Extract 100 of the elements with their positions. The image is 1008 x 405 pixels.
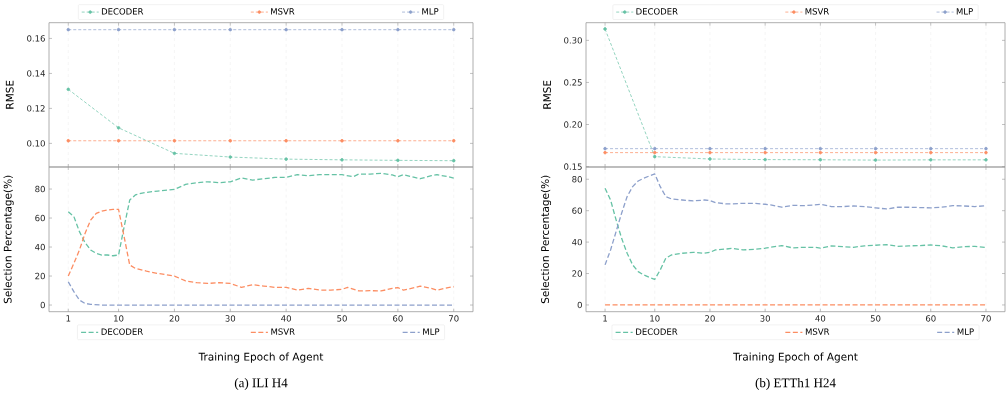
x-tick-label: 10 [114, 315, 124, 322]
point [763, 146, 767, 151]
y-tick-label: 80 [572, 176, 582, 183]
x-tick-label: 60 [925, 315, 936, 322]
line-series [67, 208, 455, 292]
y-axis-title: Selection Percentage(%) [540, 175, 552, 304]
x-tick-label: 40 [281, 315, 291, 322]
point [873, 158, 878, 162]
y-tick-label: 0 [40, 301, 45, 309]
y-tick-label: 0.12 [27, 105, 45, 112]
point [228, 139, 233, 143]
point [929, 150, 933, 155]
point [652, 150, 657, 155]
point [763, 157, 767, 162]
point [172, 139, 177, 143]
point [763, 150, 767, 155]
legend-label: MLP [423, 328, 440, 335]
point [603, 27, 607, 31]
y-tick-label: 0.14 [27, 70, 45, 77]
point [818, 158, 823, 162]
point [172, 151, 177, 156]
point [818, 150, 823, 155]
point [984, 158, 988, 162]
point [603, 146, 607, 151]
point [66, 139, 71, 143]
point [984, 146, 988, 151]
point [228, 27, 233, 32]
legend-label: DECODER [636, 328, 678, 335]
point [451, 27, 456, 32]
point [340, 158, 344, 162]
y-tick-label: 0.15 [564, 163, 582, 170]
x-tick-label: 60 [393, 315, 403, 322]
legend-label: DECODER [636, 8, 678, 15]
y-axis-title: RMSE [543, 80, 552, 109]
legend-label: MSVR [271, 8, 295, 15]
point [284, 157, 288, 161]
point [708, 157, 712, 161]
x-tick-label: 50 [870, 315, 881, 322]
point [340, 27, 344, 32]
y-tick-label: 0 [577, 301, 582, 309]
point [116, 139, 121, 143]
legend-label: DECODER [101, 8, 144, 15]
point [603, 150, 607, 155]
legend-label: MLP [956, 8, 973, 15]
legend-label: MLP [422, 8, 439, 15]
point [66, 27, 71, 32]
y-tick-label: 0.25 [564, 79, 582, 86]
point [818, 146, 823, 151]
point [451, 139, 456, 143]
point [396, 158, 400, 163]
point [451, 158, 456, 163]
line-series [604, 187, 987, 280]
y-tick-label: 40 [572, 238, 582, 246]
y-tick-label: 40 [35, 243, 45, 251]
point [652, 146, 657, 151]
point [228, 155, 233, 159]
point [116, 27, 121, 32]
point [284, 27, 288, 32]
x-tick-label: 20 [705, 315, 715, 322]
x-tick-label: 40 [815, 315, 826, 322]
x-tick-label: 50 [337, 315, 347, 322]
y-tick-label: 60 [572, 207, 582, 214]
y-axis-title: Selection Percentage(%) [3, 175, 14, 304]
y-tick-label: 0.30 [564, 37, 582, 44]
y-tick-label: 0.16 [27, 35, 45, 42]
x-tick-label: 1 [603, 315, 607, 322]
x-tick-label: 30 [225, 315, 236, 322]
point [396, 27, 400, 32]
x-tick-label: 70 [981, 315, 991, 322]
point [116, 126, 121, 130]
x-tick-label: 30 [760, 315, 770, 322]
legend-label: MSVR [271, 328, 295, 335]
y-tick-label: 0.10 [27, 140, 45, 147]
point [929, 158, 933, 162]
y-axis-title: RMSE [5, 80, 14, 109]
y-tick-label: 60 [35, 214, 45, 222]
point [340, 139, 344, 143]
text: (b) ETTh1 H24 [755, 378, 836, 390]
x-tick-label: 20 [169, 315, 180, 322]
point [652, 154, 657, 159]
x-tick-label: 70 [449, 315, 459, 322]
text: (a) ILI H4 [234, 378, 288, 390]
x-axis-title: Training Epoch of Agent [733, 352, 858, 363]
x-tick-label: 1 [66, 315, 71, 322]
y-tick-label: 20 [572, 270, 582, 277]
point [873, 146, 878, 151]
point [708, 146, 712, 151]
legend-label: MSVR [805, 8, 829, 15]
point [284, 139, 288, 143]
point [172, 27, 177, 32]
y-tick-label: 20 [35, 272, 45, 280]
x-axis-title: Training Epoch of Agent [198, 352, 324, 363]
x-tick-label: 10 [650, 315, 660, 322]
y-tick-label: 80 [35, 185, 45, 193]
point [66, 87, 71, 92]
point [396, 139, 400, 143]
legend-label: DECODER [101, 328, 143, 335]
point [929, 146, 933, 151]
legend-label: MSVR [805, 328, 830, 335]
point [708, 150, 712, 155]
